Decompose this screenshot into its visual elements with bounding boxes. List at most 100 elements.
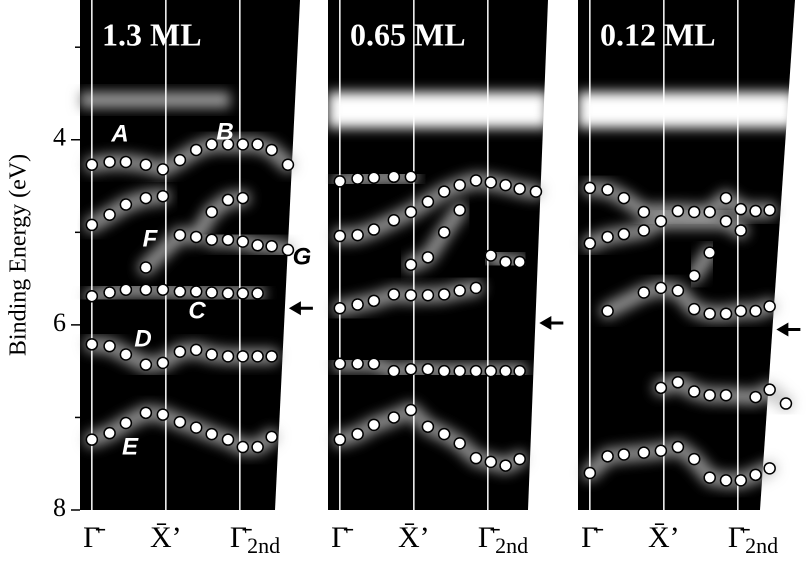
data-point	[655, 216, 666, 227]
data-point	[764, 384, 775, 395]
y-tick-label: 6	[53, 308, 66, 337]
data-point	[252, 351, 263, 362]
data-point	[282, 159, 293, 170]
data-point	[86, 219, 97, 230]
data-point	[191, 422, 202, 433]
data-point	[191, 231, 202, 242]
x-tick-symbol: X̄’	[648, 521, 680, 554]
data-point	[764, 301, 775, 312]
data-point	[368, 224, 379, 235]
data-point	[454, 285, 465, 296]
data-point	[618, 449, 629, 460]
figure: Binding Energy (eV) 468Γ̄X̄’Γ̄2nd1.3 MLA…	[0, 0, 806, 567]
annotation: B	[216, 118, 233, 145]
data-point	[530, 186, 541, 197]
data-point	[266, 351, 277, 362]
data-point	[485, 250, 496, 261]
x-tick-symbol: X̄’	[398, 521, 430, 554]
data-point	[157, 409, 168, 420]
data-point	[439, 227, 450, 238]
data-point	[140, 262, 151, 273]
data-point	[689, 270, 700, 281]
data-point	[638, 225, 649, 236]
data-point	[672, 206, 683, 217]
data-point	[191, 344, 202, 355]
data-point	[223, 351, 234, 362]
data-point	[104, 428, 115, 439]
data-point	[454, 438, 465, 449]
x-tick-label: Γ̄	[83, 521, 105, 554]
data-point	[422, 364, 433, 375]
data-point	[140, 359, 151, 370]
data-point	[252, 288, 263, 299]
data-point	[735, 305, 746, 316]
data-point	[750, 305, 761, 316]
data-point	[405, 405, 416, 416]
data-point	[655, 445, 666, 456]
data-point	[602, 231, 613, 242]
data-point	[191, 144, 202, 155]
data-point	[638, 287, 649, 298]
data-point	[750, 206, 761, 217]
data-point	[252, 442, 263, 453]
x-tick-label: X̄’	[398, 521, 430, 554]
y-tick-label: 4	[53, 123, 66, 152]
data-point	[174, 346, 185, 357]
data-point	[388, 215, 399, 226]
data-point	[104, 341, 115, 352]
data-point	[471, 366, 482, 377]
data-point	[439, 429, 450, 440]
data-point	[237, 442, 248, 453]
intensity-band	[578, 92, 795, 128]
data-point	[405, 364, 416, 375]
data-point	[750, 392, 761, 403]
data-point	[334, 303, 345, 314]
data-point	[764, 205, 775, 216]
data-point	[174, 155, 185, 166]
data-point	[334, 176, 345, 187]
data-point	[655, 282, 666, 293]
data-point	[334, 434, 345, 445]
data-point	[721, 216, 732, 227]
data-point	[750, 469, 761, 480]
data-point	[672, 377, 683, 388]
x-tick-label: Γ̄2nd	[728, 521, 778, 558]
x-tick-symbol: Γ̄	[581, 521, 603, 554]
data-point	[140, 284, 151, 295]
data-point	[454, 366, 465, 377]
data-point	[191, 286, 202, 297]
data-point	[422, 290, 433, 301]
panel: Γ̄ X̄’ Γ̄2nd 0.12 ML	[578, 0, 800, 558]
data-point	[223, 434, 234, 445]
data-point	[514, 366, 525, 377]
data-point	[140, 193, 151, 204]
data-point	[704, 206, 715, 217]
data-point	[485, 366, 496, 377]
data-point	[735, 204, 746, 215]
data-point	[266, 431, 277, 442]
data-point	[352, 358, 363, 369]
annotation: C	[188, 297, 206, 324]
data-point	[721, 475, 732, 486]
data-point	[721, 193, 732, 204]
data-point	[500, 460, 511, 471]
data-point	[689, 386, 700, 397]
data-point	[104, 156, 115, 167]
x-tick-label: Γ̄2nd	[230, 521, 280, 558]
data-point	[157, 164, 168, 175]
x-tick-label: X̄’	[150, 521, 182, 554]
data-point	[704, 247, 715, 258]
data-point	[735, 225, 746, 236]
data-point	[223, 288, 234, 299]
data-point	[514, 454, 525, 465]
data-point	[405, 290, 416, 301]
data-point	[252, 240, 263, 251]
data-point	[352, 173, 363, 184]
data-point	[471, 282, 482, 293]
data-point	[602, 305, 613, 316]
data-point	[721, 308, 732, 319]
data-point	[352, 230, 363, 241]
data-point	[672, 285, 683, 296]
panel-title: 0.12 ML	[600, 16, 716, 52]
data-point	[388, 171, 399, 182]
